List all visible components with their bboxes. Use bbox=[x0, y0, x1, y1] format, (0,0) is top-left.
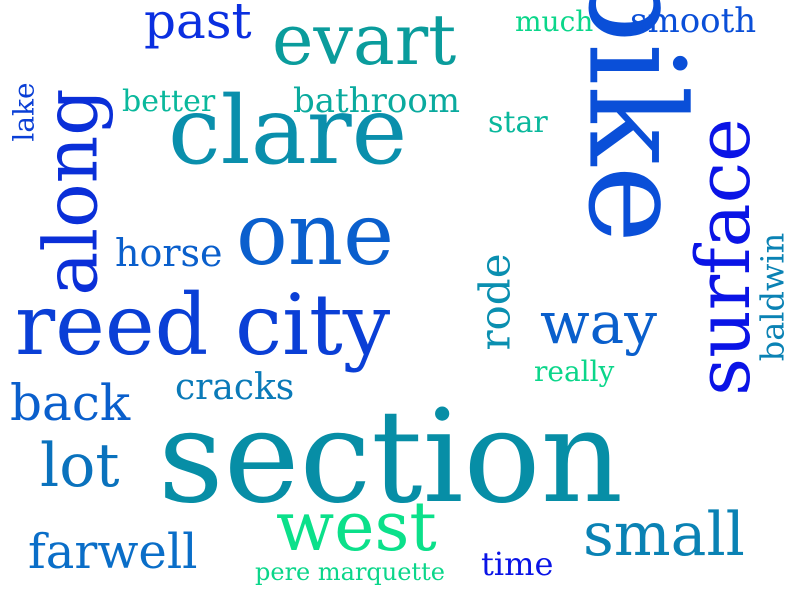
word-along: along bbox=[28, 88, 115, 296]
word-better: better bbox=[122, 84, 216, 119]
word-clare: clare bbox=[168, 77, 408, 186]
word-reed-city: reed city bbox=[15, 276, 391, 374]
word-star: star bbox=[488, 105, 548, 140]
word-cracks: cracks bbox=[175, 367, 295, 408]
word-rode: rode bbox=[470, 253, 520, 351]
word-horse: horse bbox=[115, 231, 223, 275]
word-time: time bbox=[481, 545, 554, 583]
word-baldwin: baldwin bbox=[753, 232, 792, 362]
word-bathroom: bathroom bbox=[293, 81, 461, 121]
word-back: back bbox=[10, 374, 131, 432]
word-lot: lot bbox=[40, 431, 120, 501]
word-farwell: farwell bbox=[28, 524, 198, 580]
word-pere-marquette: pere marquette bbox=[255, 558, 445, 586]
word-surface: surface bbox=[680, 118, 767, 396]
word-small: small bbox=[583, 500, 745, 570]
word-section: section bbox=[158, 383, 623, 532]
word-evart: evart bbox=[272, 0, 457, 81]
word-west: west bbox=[276, 488, 437, 567]
word-much: much bbox=[515, 5, 594, 38]
word-one: one bbox=[236, 185, 395, 285]
word-smooth: smooth bbox=[630, 1, 757, 41]
word-way: way bbox=[540, 289, 657, 357]
word-past: past bbox=[144, 0, 252, 50]
word-really: really bbox=[534, 355, 615, 388]
word-lake: lake bbox=[7, 82, 41, 142]
